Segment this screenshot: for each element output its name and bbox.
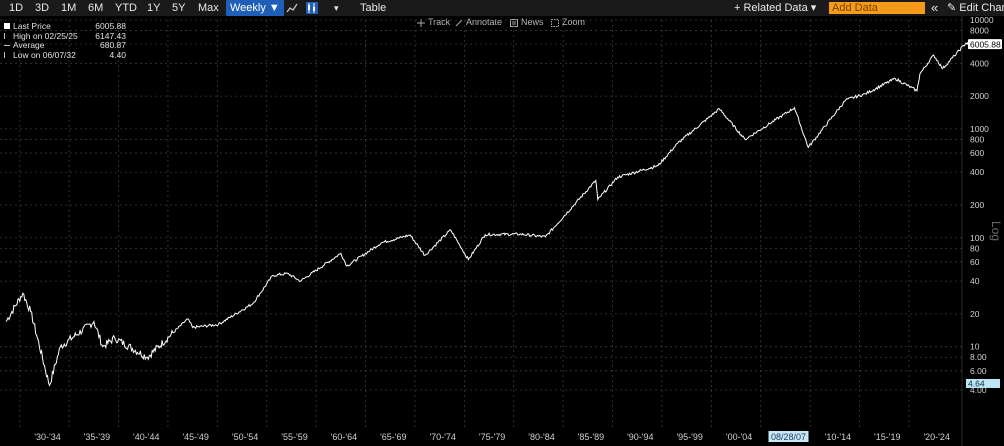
chart-toolbar: 1D 3D 1M 6M YTD 1Y 5Y Max Weekly ▼ ▾ Tab…: [0, 0, 1004, 16]
table-button[interactable]: Table: [360, 2, 387, 14]
y-tick-label: 40: [970, 276, 980, 286]
x-tick-label: '65-'69: [380, 432, 406, 442]
x-tick-label: '45-'49: [182, 432, 208, 442]
legend-value: 680.87: [100, 40, 126, 50]
y-tick-label: 2000: [970, 91, 989, 101]
y-tick-label: 200: [970, 200, 984, 210]
y-tick-label: 60: [970, 257, 980, 267]
candlestick-chart-icon[interactable]: [306, 2, 318, 14]
x-tick-label: '75-'79: [479, 432, 505, 442]
y-tick-label: 8.00: [970, 352, 987, 362]
low-value-badge: [966, 378, 1000, 388]
range-1y-button[interactable]: 1Y: [147, 2, 161, 14]
edit-chart-button[interactable]: ✎ Edit Char: [947, 2, 1004, 14]
legend-label: Low on 06/07/32: [13, 49, 76, 60]
last-price-badge: [968, 39, 1002, 50]
news-button[interactable]: News: [521, 17, 544, 27]
range-ytd-button[interactable]: YTD: [115, 2, 137, 14]
price-chart[interactable]: 1000080006000400020001000800600400200100…: [0, 16, 1004, 446]
y-tick-label: 800: [970, 134, 984, 144]
y-tick-label: 100: [970, 233, 984, 243]
x-tick-label: '40-'44: [133, 432, 159, 442]
chart-type-dropdown[interactable]: ▾: [334, 3, 339, 13]
x-tick-label: '15-'19: [874, 432, 900, 442]
y-tick-label: 20: [970, 309, 980, 319]
legend-low: Low on 06/07/32 4.40: [4, 49, 126, 61]
y-tick-label: 6.00: [970, 366, 987, 376]
legend-label: High on 02/25/25: [13, 30, 78, 41]
related-data-button[interactable]: + Related Data ▾: [734, 2, 817, 14]
range-max-button[interactable]: Max: [198, 2, 219, 14]
range-1m-button[interactable]: 1M: [61, 2, 77, 14]
x-tick-label: 08/28/07: [771, 432, 806, 442]
average-marker-icon: [4, 45, 10, 46]
low-marker-icon: [4, 51, 5, 58]
x-tick-label: '55-'59: [281, 432, 307, 442]
collapse-icon[interactable]: «: [931, 0, 939, 15]
y-tick-label: 10: [970, 342, 980, 352]
zoom-icon: [551, 19, 559, 27]
log-scale-label: Log: [989, 221, 1003, 241]
legend-average: Average 680.87: [4, 40, 126, 51]
y-tick-label: 10000: [970, 16, 994, 25]
x-tick-label: '85-'89: [578, 432, 604, 442]
annotate-icon: [455, 19, 463, 27]
y-tick-label: 600: [970, 148, 984, 158]
track-button[interactable]: Track: [428, 17, 451, 27]
legend-swatch-icon: [4, 23, 10, 29]
range-5y-button[interactable]: 5Y: [172, 2, 186, 14]
y-tick-label: 4000: [970, 58, 989, 68]
highlighted-date-badge: [768, 431, 809, 442]
y-tick-label: 8000: [970, 26, 989, 36]
legend-label: Average: [13, 40, 45, 50]
x-tick-label: '90-'94: [627, 432, 653, 442]
range-1d-button[interactable]: 1D: [9, 2, 24, 14]
price-series-line: [5, 41, 969, 387]
y-tick-label: 1000: [970, 124, 989, 134]
range-6m-button[interactable]: 6M: [88, 2, 104, 14]
zoom-button[interactable]: Zoom: [562, 17, 586, 27]
legend-value: 6005.88: [95, 21, 126, 31]
x-tick-label: '20-'24: [923, 432, 949, 442]
y-tick-label: 400: [970, 167, 984, 177]
low-value-label: 4.64: [968, 378, 985, 388]
x-tick-label: '35-'39: [84, 432, 110, 442]
x-tick-label: '70-'74: [429, 432, 455, 442]
x-tick-label: '10-'14: [825, 432, 851, 442]
x-tick-label: '00-'04: [726, 432, 752, 442]
chart-legend: Last Price 6005.88 High on 02/25/25 6147…: [4, 21, 126, 61]
legend-label: Last Price: [13, 21, 51, 31]
y-tick-label: 4.00: [970, 385, 987, 395]
x-tick-label: '95-'99: [676, 432, 702, 442]
y-tick-label: 80: [970, 243, 980, 253]
frequency-dropdown[interactable]: Weekly ▼: [226, 0, 284, 16]
legend-value: 4.40: [109, 49, 126, 60]
annotate-button[interactable]: Annotate: [466, 17, 503, 27]
range-3d-button[interactable]: 3D: [35, 2, 50, 14]
last-price-label: 6005.88: [970, 40, 1001, 50]
x-tick-label: '30-'34: [34, 432, 60, 442]
line-chart-icon[interactable]: [286, 2, 298, 14]
x-tick-label: '50-'54: [232, 432, 258, 442]
legend-high: High on 02/25/25 6147.43: [4, 30, 126, 42]
legend-value: 6147.43: [95, 30, 126, 41]
x-tick-label: '80-'84: [528, 432, 554, 442]
legend-last-price: Last Price 6005.88: [4, 21, 126, 32]
high-marker-icon: [4, 32, 5, 39]
add-data-input[interactable]: Add Data: [829, 2, 925, 14]
x-tick-label: '60-'64: [331, 432, 357, 442]
